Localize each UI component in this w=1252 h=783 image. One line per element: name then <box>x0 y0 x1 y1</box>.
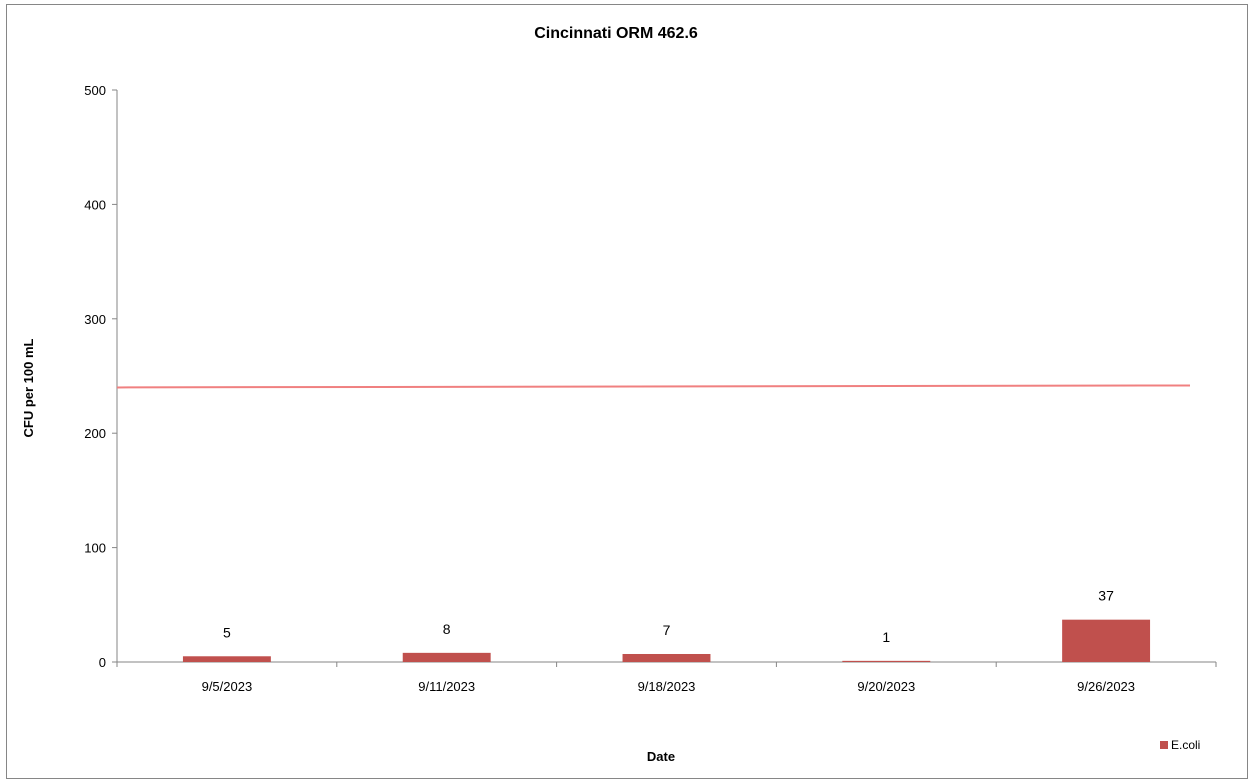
legend-label-ecoli: E.coli <box>1171 738 1200 752</box>
x-tick-label: 9/20/2023 <box>857 679 915 694</box>
bar <box>622 653 711 662</box>
legend: E.coli <box>1160 738 1200 752</box>
plot-area: 0 100 200 300 400 500 5 9/5/2023 8 9/11/2023 7 9/18… <box>84 83 1217 694</box>
data-label: 7 <box>663 622 671 638</box>
y-tick-label: 100 <box>84 541 106 556</box>
chart-frame: Cincinnati ORM 462.6 CFU per 100 mL Date… <box>6 4 1248 779</box>
legend-swatch-ecoli <box>1160 741 1168 749</box>
data-label: 5 <box>223 624 231 640</box>
y-axis-title: CFU per 100 mL <box>21 338 36 437</box>
y-tick-label: 200 <box>84 426 106 441</box>
y-tick-label: 0 <box>99 655 106 670</box>
bar <box>402 652 491 662</box>
bar <box>842 660 931 662</box>
x-tick-label: 9/26/2023 <box>1077 679 1135 694</box>
chart-svg: Cincinnati ORM 462.6 CFU per 100 mL Date… <box>21 25 1217 764</box>
x-tick-label: 9/5/2023 <box>202 679 253 694</box>
y-tick-label: 300 <box>84 312 106 327</box>
bar <box>182 656 271 662</box>
reference-line <box>116 384 1191 389</box>
x-axis-title: Date <box>647 749 675 764</box>
x-tick-label: 9/18/2023 <box>638 679 696 694</box>
x-tick-label: 9/11/2023 <box>418 679 475 694</box>
data-label: 1 <box>882 629 890 645</box>
data-label: 37 <box>1098 588 1114 604</box>
y-tick-label: 500 <box>84 83 106 98</box>
y-tick-label: 400 <box>84 197 106 212</box>
data-label: 8 <box>443 621 451 637</box>
chart-title: Cincinnati ORM 462.6 <box>534 25 698 42</box>
bar <box>1062 619 1151 662</box>
